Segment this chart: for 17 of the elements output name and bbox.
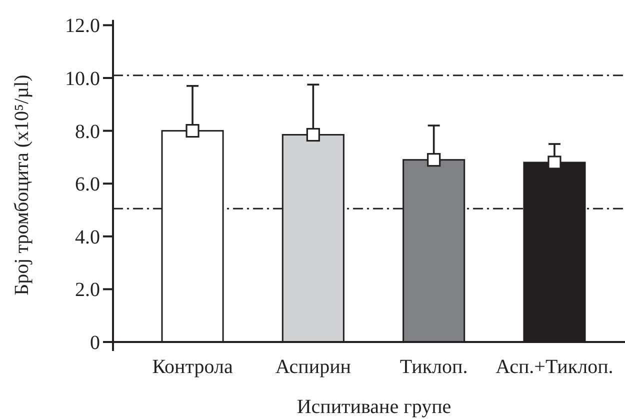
point <box>427 153 441 167</box>
y-tick-label: 10.0 <box>65 68 100 90</box>
x-tick-label: Контрола <box>152 356 233 378</box>
point <box>306 128 320 142</box>
x-tick-label: Асп.+Тиклоп. <box>496 356 614 378</box>
y-tick-label: 8.0 <box>75 120 100 143</box>
x-tick-label: Аспирин <box>275 356 352 378</box>
y-tick-label: 4.0 <box>75 226 100 248</box>
y-tick-label: 0 <box>90 332 100 354</box>
y-tick-label: 12.0 <box>65 15 100 38</box>
point <box>186 124 200 138</box>
x-axis-title: Испитиване групе <box>296 396 452 418</box>
y-tick-label: 6.0 <box>75 174 100 196</box>
x-tick-label: Тиклоп. <box>400 356 468 378</box>
point <box>548 156 562 170</box>
y-tick-label: 2.0 <box>75 279 100 302</box>
y-axis-title: Број тромбоцита (x10⁵/µl) <box>11 74 33 296</box>
